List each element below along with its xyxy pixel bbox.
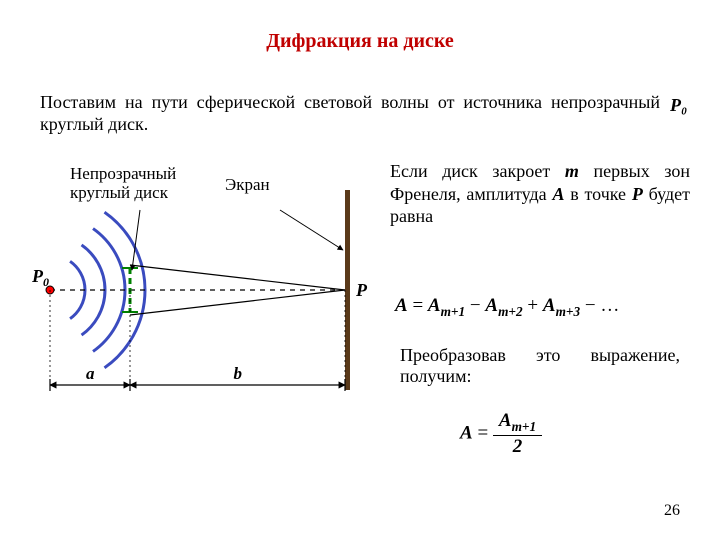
eq2-fraction: Am+1 2 — [493, 410, 542, 458]
eq1-t3: A — [543, 295, 556, 316]
svg-text:b: b — [234, 364, 243, 383]
eq1-s2: m+2 — [498, 304, 523, 319]
rt1-c: в точке — [564, 184, 631, 204]
eq1-A: A — [395, 295, 408, 316]
page-number: 26 — [664, 502, 680, 520]
equation-2: A = Am+1 2 — [460, 410, 542, 458]
rt1-A: A — [552, 184, 564, 204]
eq2-num-b: A — [499, 410, 512, 431]
eq2-A: A — [460, 422, 473, 443]
eq1-m1: − — [465, 295, 485, 316]
eq2-num-s: m+1 — [512, 419, 537, 434]
svg-text:P0: P0 — [31, 266, 49, 289]
rt1-P: P — [632, 184, 643, 204]
eq1-tail: − … — [580, 295, 619, 316]
equation-1: A = Am+1 − Am+2 + Am+3 − … — [395, 295, 619, 323]
svg-text:P: P — [355, 280, 368, 300]
right-paragraph-1: Если диск закроет m первых зон Френеля, … — [390, 160, 690, 228]
eq2-den: 2 — [493, 436, 542, 458]
page-title: Дифракция на диске — [0, 30, 720, 53]
rt1-a: Если диск закроет — [390, 161, 565, 181]
optics-diagram: P0 Pa b — [30, 150, 370, 430]
rt1-m: m — [565, 161, 579, 181]
intro-text: Поставим на пути сферической световой во… — [40, 92, 660, 135]
p0-source-right: P₀ — [670, 95, 687, 116]
eq1-p: + — [523, 295, 543, 316]
right-paragraph-2: Преобразовав это выражение, получим: — [400, 345, 680, 386]
eq1-s3: m+3 — [556, 304, 581, 319]
eq1-eq: = — [408, 295, 428, 316]
svg-text:a: a — [86, 364, 95, 383]
eq1-t1: A — [428, 295, 441, 316]
eq1-s1: m+1 — [441, 304, 466, 319]
eq2-eq: = — [473, 422, 493, 443]
eq1-t2: A — [485, 295, 498, 316]
